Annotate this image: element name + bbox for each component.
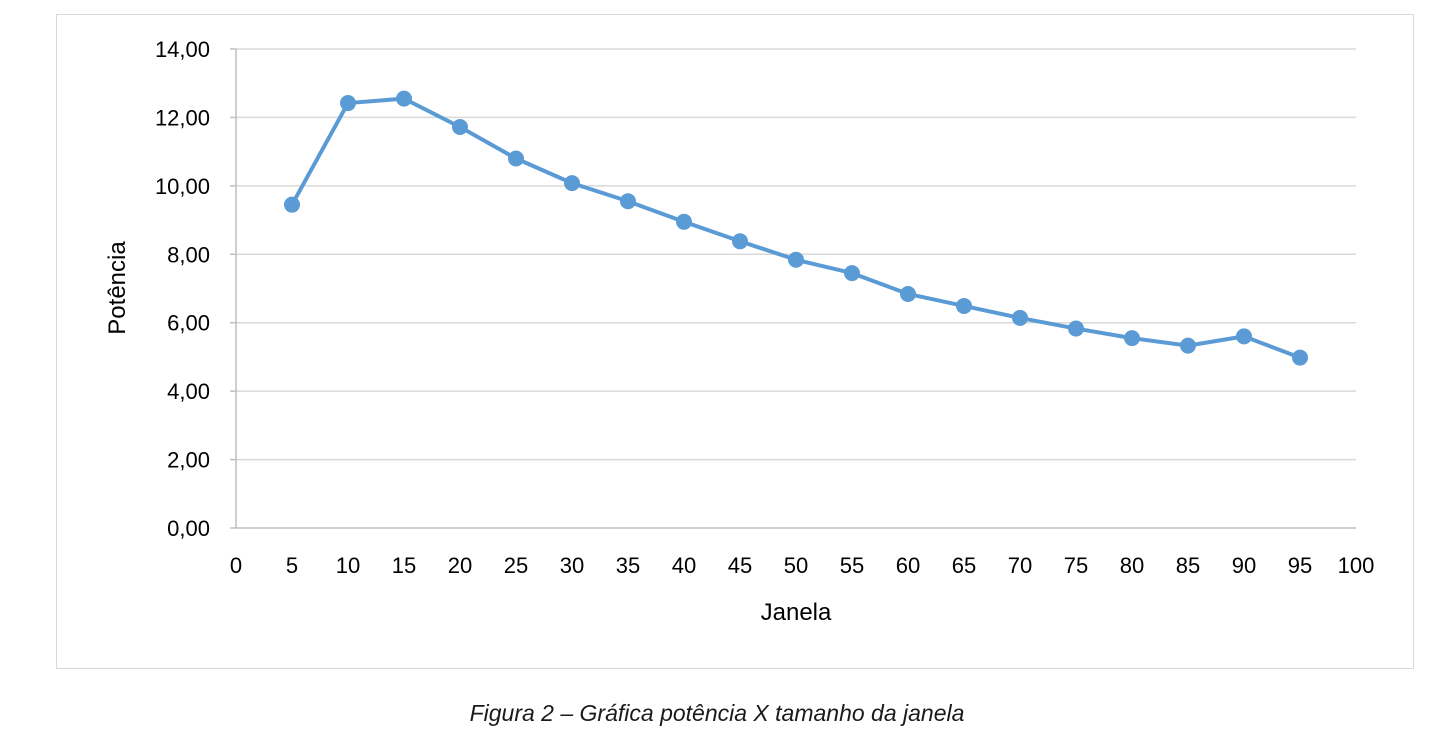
y-tick-label: 14,00 — [155, 37, 210, 62]
x-tick-label: 10 — [336, 553, 360, 578]
x-tick-label: 60 — [896, 553, 920, 578]
axes — [230, 48, 1356, 529]
x-tick-label: 20 — [448, 553, 472, 578]
y-tick-labels: 0,00 2,00 4,00 6,00 8,00 10,00 12,00 14,00 — [155, 37, 210, 541]
data-point — [1180, 337, 1196, 354]
x-tick-label: 50 — [784, 553, 808, 578]
data-point — [732, 233, 748, 250]
data-point — [676, 213, 692, 230]
data-point — [1012, 309, 1028, 326]
x-tick-label: 40 — [672, 553, 696, 578]
data-point — [1124, 330, 1140, 347]
x-tick-label: 55 — [840, 553, 864, 578]
data-point — [788, 251, 804, 268]
x-tick-label: 35 — [616, 553, 640, 578]
data-series — [284, 90, 1308, 366]
x-tick-label: 0 — [230, 553, 242, 578]
x-axis-title: Janela — [761, 599, 832, 626]
x-tick-label: 45 — [728, 553, 752, 578]
x-tick-label: 5 — [286, 553, 298, 578]
series-line — [290, 96, 1302, 360]
y-tick-label: 12,00 — [155, 105, 210, 130]
data-point — [1236, 328, 1252, 345]
x-tick-label: 30 — [560, 553, 584, 578]
data-point — [508, 150, 524, 167]
data-point — [564, 175, 580, 192]
x-tick-label: 70 — [1008, 553, 1032, 578]
gridlines — [236, 48, 1356, 461]
data-point — [900, 285, 916, 302]
x-tick-label: 95 — [1288, 553, 1312, 578]
y-tick-label: 10,00 — [155, 174, 210, 199]
y-axis-title: Potência — [104, 241, 131, 335]
data-point — [620, 193, 636, 210]
x-tick-label: 65 — [952, 553, 976, 578]
data-point — [284, 196, 300, 213]
x-tick-label: 25 — [504, 553, 528, 578]
y-tick-label: 8,00 — [167, 242, 210, 267]
y-tick-label: 6,00 — [167, 311, 210, 336]
x-tick-label: 90 — [1232, 553, 1256, 578]
x-tick-label: 75 — [1064, 553, 1088, 578]
data-point — [340, 95, 356, 112]
x-tick-label: 85 — [1176, 553, 1200, 578]
data-point — [1068, 320, 1084, 337]
y-tick-label: 4,00 — [167, 379, 210, 404]
x-tick-label: 15 — [392, 553, 416, 578]
data-point — [452, 119, 468, 136]
x-tick-labels: 0 5 10 15 20 25 30 35 40 45 50 55 60 65 70 75 80 85 90 95 10… — [230, 553, 1374, 578]
figure-caption: Figura 2 – Gráfica potência X tamanho da… — [469, 700, 965, 726]
x-tick-label: 100 — [1338, 553, 1375, 578]
data-point — [1292, 349, 1308, 366]
y-tick-label: 2,00 — [167, 448, 210, 473]
data-point — [396, 90, 412, 107]
x-tick-label: 80 — [1120, 553, 1144, 578]
data-point — [956, 297, 972, 314]
y-tick-label: 0,00 — [167, 516, 210, 541]
data-point — [844, 265, 860, 282]
